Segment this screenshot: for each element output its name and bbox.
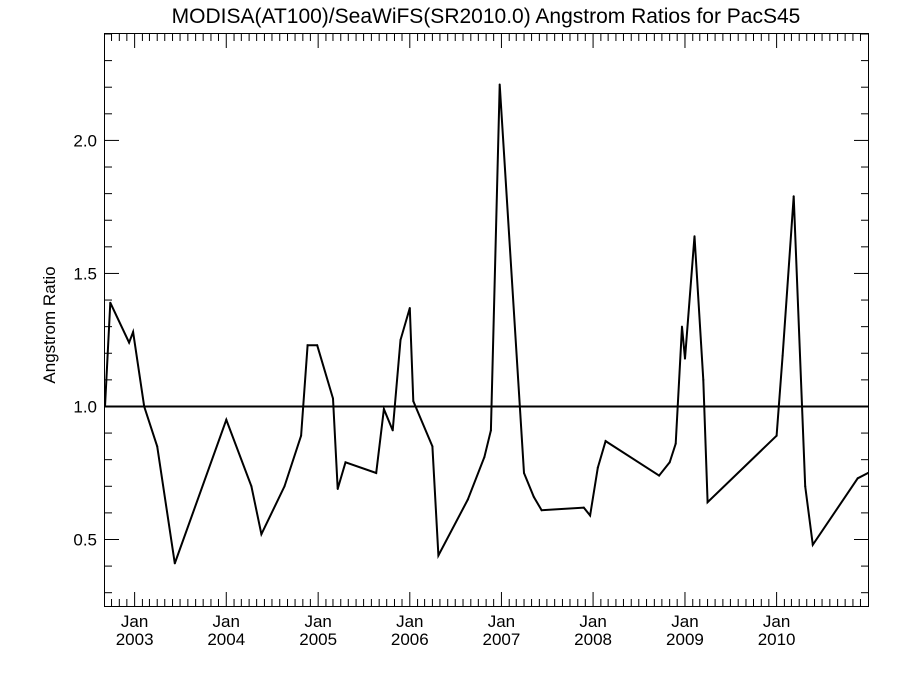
x-tick-label-month: Jan bbox=[763, 612, 790, 631]
data-point bbox=[668, 461, 671, 464]
x-tick-label-month: Jan bbox=[396, 612, 423, 631]
y-tick-label: 2.0 bbox=[73, 131, 97, 150]
data-point bbox=[466, 498, 469, 501]
data-point bbox=[596, 466, 599, 469]
data-point bbox=[225, 418, 228, 421]
data-point bbox=[382, 408, 385, 411]
data-point bbox=[128, 341, 131, 344]
chart-title: MODISA(AT100)/SeaWiFS(SR2010.0) Angstrom… bbox=[172, 5, 801, 28]
data-point bbox=[336, 487, 339, 490]
data-point bbox=[702, 378, 705, 381]
data-points bbox=[104, 83, 869, 565]
data-point bbox=[391, 429, 394, 432]
data-point bbox=[431, 445, 434, 448]
y-tick-label: 1.5 bbox=[73, 264, 97, 283]
data-point bbox=[344, 461, 347, 464]
data-point bbox=[706, 501, 709, 504]
data-point bbox=[792, 195, 795, 198]
data-point bbox=[156, 445, 159, 448]
data-point bbox=[143, 405, 146, 408]
x-tick-label-year: 2004 bbox=[207, 630, 245, 649]
data-point bbox=[604, 440, 607, 443]
x-tick-label-month: Jan bbox=[121, 612, 148, 631]
data-point bbox=[674, 442, 677, 445]
data-point bbox=[109, 301, 112, 304]
x-tick-label-month: Jan bbox=[488, 612, 515, 631]
y-tick-label: 1.0 bbox=[73, 397, 97, 416]
y-tick-label: 0.5 bbox=[73, 530, 97, 549]
data-point bbox=[132, 330, 135, 333]
data-point bbox=[331, 397, 334, 400]
data-point bbox=[589, 514, 592, 517]
x-tick-label-month: Jan bbox=[579, 612, 606, 631]
data-point bbox=[658, 474, 661, 477]
data-point bbox=[408, 307, 411, 310]
series-line-angstrom-ratio bbox=[104, 84, 869, 564]
data-point bbox=[867, 471, 869, 474]
data-point bbox=[173, 562, 176, 565]
data-point bbox=[680, 325, 683, 328]
data-point bbox=[316, 344, 319, 347]
data-point bbox=[412, 400, 415, 403]
y-axis-label: Angstrom Ratio bbox=[40, 266, 59, 383]
data-point bbox=[375, 471, 378, 474]
x-tick-label-year: 2010 bbox=[758, 630, 796, 649]
data-point bbox=[811, 543, 814, 546]
data-point bbox=[856, 477, 859, 480]
data-point bbox=[489, 429, 492, 432]
data-point bbox=[437, 554, 440, 557]
x-axis-ticks: Jan2003Jan2004Jan2005Jan2006Jan2007Jan20… bbox=[111, 34, 861, 649]
data-point bbox=[260, 533, 263, 536]
x-tick-label-month: Jan bbox=[671, 612, 698, 631]
x-tick-label-year: 2006 bbox=[391, 630, 429, 649]
x-tick-label-year: 2003 bbox=[116, 630, 154, 649]
x-tick-label-year: 2009 bbox=[666, 630, 704, 649]
x-tick-label-year: 2007 bbox=[483, 630, 521, 649]
y-axis-ticks: 0.5 1.0 1.5 2.0 bbox=[73, 33, 868, 594]
x-tick-label-year: 2005 bbox=[299, 630, 337, 649]
data-point bbox=[104, 405, 106, 408]
data-point bbox=[775, 434, 778, 437]
data-point bbox=[498, 83, 501, 86]
x-tick-label-month: Jan bbox=[213, 612, 240, 631]
plot-frame bbox=[104, 33, 869, 607]
data-point bbox=[399, 338, 402, 341]
data-point bbox=[693, 235, 696, 238]
data-point bbox=[781, 354, 784, 357]
data-point bbox=[306, 344, 309, 347]
data-point bbox=[532, 495, 535, 498]
data-point bbox=[523, 471, 526, 474]
data-point bbox=[300, 434, 303, 437]
data-point bbox=[250, 485, 253, 488]
data-point bbox=[683, 357, 686, 360]
data-point bbox=[483, 456, 486, 459]
data-point bbox=[283, 485, 286, 488]
data-point bbox=[540, 509, 543, 512]
x-tick-label-month: Jan bbox=[304, 612, 331, 631]
data-point bbox=[804, 485, 807, 488]
x-tick-label-year: 2008 bbox=[574, 630, 612, 649]
data-point bbox=[582, 506, 585, 509]
